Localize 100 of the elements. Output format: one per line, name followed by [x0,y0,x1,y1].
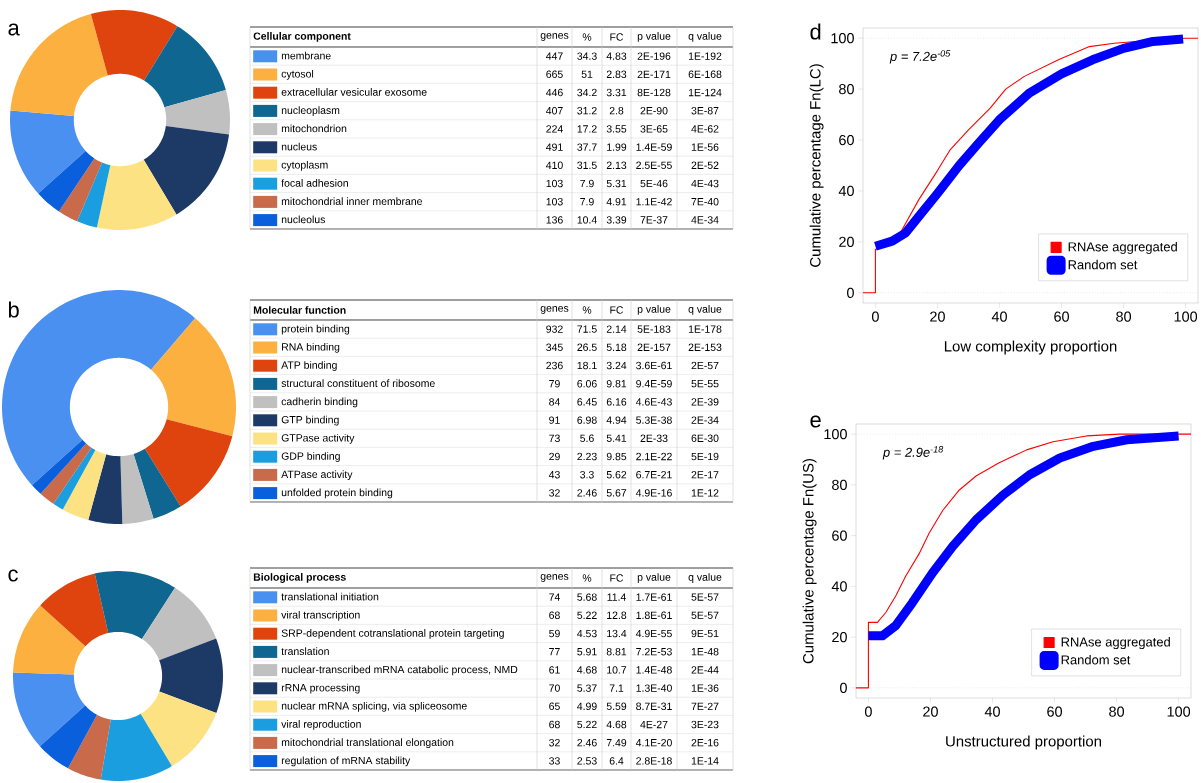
text: 5.22 [577,720,597,729]
x-tick-label: 80 [1109,706,1125,717]
text: 2E-33 [640,434,668,442]
text: 6.7E-21 [636,471,672,479]
text: 6E-168 [688,70,722,78]
data-label: 74 [549,593,560,601]
text: 1.3E-40 [636,684,672,692]
legend-label: cytoplasm [281,160,328,171]
data-label: 61 [549,666,560,674]
text: 8.81 [606,648,627,656]
text: 9E-51 [691,629,719,638]
text: 4.94 [606,416,627,424]
data-label: 68 [549,720,560,729]
x-tick-label: 60 [1054,311,1069,322]
y-tick-label: 60 [832,530,847,541]
text: Cellular component [253,32,351,42]
text: 71.5 [577,325,597,333]
text: 1.7E-61 [636,593,672,601]
text: 1.99 [607,143,627,151]
text: 17.2 [577,125,597,133]
text: 9.81 [606,380,627,388]
chart-title: Biological process [253,573,346,583]
data-label: 33 [549,757,560,765]
text: 3.6E-61 [636,361,672,370]
data-label: 32 [549,739,560,747]
data-label: 65 [549,702,560,711]
text: 2E-153 [688,343,722,351]
data-label: 345 [546,343,563,351]
x-tick-label: 100 [1174,311,1198,322]
text: 5E-55 [691,380,719,388]
text: 5.37 [577,684,597,692]
data-label: 29 [549,452,560,461]
text: 5.62 [606,471,627,479]
text: 4.1E-20 [635,739,672,747]
text: 4E-27 [640,720,668,729]
data-label: 236 [546,361,563,370]
x-tick-label: 80 [1116,311,1132,322]
text: % [582,574,592,582]
text: 12.8 [607,611,627,620]
text: 18.1 [577,361,597,370]
text: 1.1E-42 [636,198,672,206]
text: 1.8E-61 [636,611,672,620]
y-tick-label: 20 [839,236,854,247]
text: 5E-57 [691,611,719,619]
text: d [810,23,821,40]
text: 1E-14 [691,757,719,765]
text: 1E-12 [691,489,719,497]
text: 2E-52 [691,161,719,169]
text: 5.3E-38 [636,416,672,424]
text: 2.5E-55 [636,161,672,169]
text: 10.7 [607,666,627,674]
legend-label: RNAse aggregated [1068,241,1177,254]
data-label: 103 [546,197,563,206]
text: 8E-128 [637,88,671,97]
text: 3E-65 [640,125,668,133]
text: 34.3 [577,52,597,60]
text: 2.46 [577,489,597,497]
text: 4.83 [606,52,627,60]
x-tick-label: 20 [930,311,945,322]
text: 5.31 [606,179,627,188]
legend-label: nucleoplasm [281,106,340,117]
text: FC [610,306,624,314]
legend-label: Random set [1068,259,1138,270]
text: 2.46 [577,739,597,747]
legend-label: membrane [281,51,331,60]
text: FC [610,574,624,582]
text: 13.4 [607,629,627,638]
legend-label: nuclear-transcribed mRNA catabolic process, NMD [281,665,518,676]
legend-label: mitochondrial translational elongation [281,738,454,749]
text: 51 [581,70,593,78]
text: 6E-30 [691,434,719,442]
text: 5E-46 [640,179,668,188]
text: 4.9E-55 [635,629,672,638]
x-tick-label: 20 [923,706,938,717]
legend-label: RNAse aggregated [1061,637,1170,650]
text: 2E-39 [691,398,719,406]
legend-label: GDP binding [281,452,340,462]
text: 5.6 [580,434,594,442]
text: 7.9 [580,197,594,206]
text: 4.6E-43 [635,398,672,406]
x-axis-title: Low complexity proportion [944,340,1117,355]
text: 3E-23 [691,720,719,729]
text: 5.67 [606,489,627,497]
text: 3.24 [606,361,627,370]
text: q value [688,305,722,315]
text: 5E-183 [637,325,671,333]
text: 11.4 [607,593,626,601]
legend-label: nuclear mRNA splicing, via spliceosome [281,701,467,712]
legend-label: translational initiation [281,592,379,601]
data-label: 32 [549,489,560,497]
text: 9.4E-59 [636,380,672,388]
legend-label: focal adhesion [281,179,348,187]
text: 5.22 [577,611,597,620]
legend-label: protein binding [281,324,350,335]
text: 1.4E-48 [636,666,672,674]
legend-label: cadherin binding [281,397,358,408]
text: 3E-87 [691,107,719,115]
data-label: 91 [549,416,560,424]
legend-label: unfolded protein binding [281,488,393,499]
text: p value [637,305,671,315]
